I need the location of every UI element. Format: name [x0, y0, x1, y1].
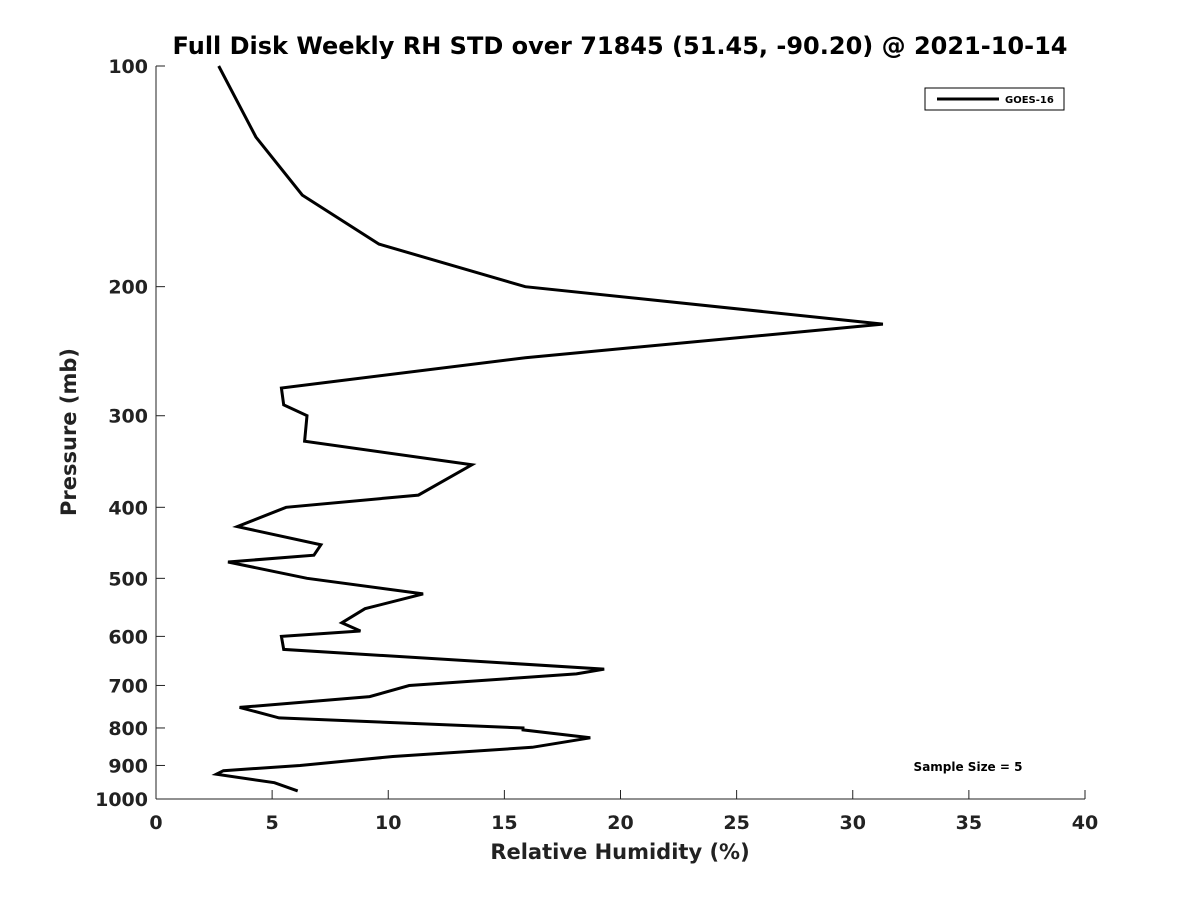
x-tick-label: 10 [375, 812, 401, 834]
legend: GOES-16 [924, 87, 1065, 111]
series-line-goes-16 [211, 65, 884, 793]
x-axis-label: Relative Humidity (%) [490, 840, 749, 864]
legend-label-goes-16: GOES-16 [1005, 95, 1054, 106]
x-tick-label: 5 [266, 812, 279, 834]
y-tick-label: 1000 [95, 789, 148, 811]
y-axis-ticks: 100 200 300 400 500 600 700 800 900 1000 [95, 56, 165, 811]
y-tick-label: 100 [108, 56, 148, 78]
x-tick-label: 0 [149, 812, 162, 834]
x-tick-label: 20 [607, 812, 633, 834]
chart-title: Full Disk Weekly RH STD over 71845 (51.4… [173, 32, 1068, 60]
y-tick-label: 400 [108, 497, 148, 519]
x-tick-label: 15 [491, 812, 517, 834]
x-tick-label: 30 [840, 812, 866, 834]
y-tick-label: 200 [108, 277, 148, 299]
y-tick-label: 800 [108, 718, 148, 740]
x-tick-label: 35 [956, 812, 982, 834]
x-tick-label: 25 [723, 812, 749, 834]
x-tick-label: 40 [1072, 812, 1098, 834]
series-layer [211, 65, 884, 793]
y-axis-label: Pressure (mb) [57, 348, 81, 516]
y-tick-label: 700 [108, 675, 148, 697]
y-tick-label: 300 [108, 406, 148, 428]
y-tick-label: 500 [108, 568, 148, 590]
y-tick-label: 600 [108, 626, 148, 648]
x-axis-ticks: 0 5 10 15 20 25 30 35 40 [149, 790, 1098, 834]
y-tick-label: 900 [108, 755, 148, 777]
sample-size-annotation: Sample Size = 5 [914, 760, 1023, 774]
